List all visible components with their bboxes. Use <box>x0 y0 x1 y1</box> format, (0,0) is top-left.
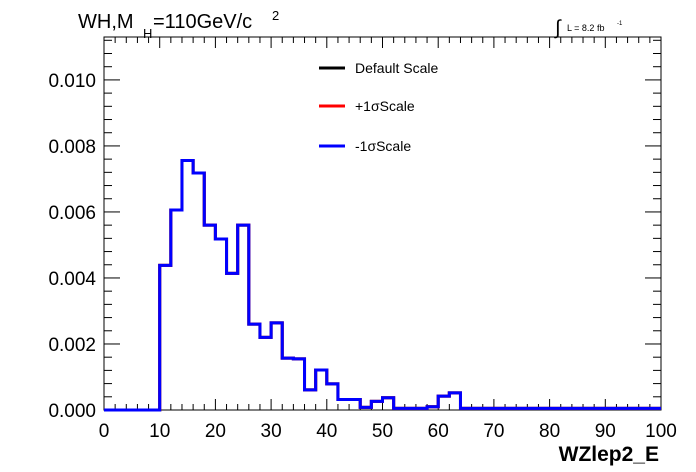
x-tick-label: 100 <box>645 421 677 442</box>
series-layer <box>104 158 661 412</box>
x-tick-label: 60 <box>428 421 449 442</box>
x-tick-label: 80 <box>539 421 560 442</box>
title-superscript: 2 <box>272 8 279 23</box>
legend-label: Default Scale <box>355 60 438 76</box>
x-axis: 0 10 20 30 40 50 60 70 80 90 100 <box>99 37 677 442</box>
x-tick-label: 0 <box>99 421 110 442</box>
y-tick-label: 0.002 <box>48 335 96 356</box>
plot-frame <box>103 36 662 411</box>
luminosity-label: ∫ L = 8.2 fb -1 <box>554 17 623 39</box>
luminosity-superscript: -1 <box>617 21 623 27</box>
y-tick-label: 0.006 <box>48 203 96 224</box>
y-tick-label: 0.000 <box>48 401 96 422</box>
x-tick-label: 20 <box>205 421 226 442</box>
x-tick-label: 10 <box>149 421 170 442</box>
x-tick-label: 40 <box>316 421 337 442</box>
series-line-3 <box>104 158 661 412</box>
x-tick-label: 70 <box>483 421 504 442</box>
integral-symbol: ∫ <box>554 17 562 39</box>
y-axis: 0.000 0.002 0.004 0.006 0.008 0.010 <box>48 39 661 422</box>
chart-title: WH,M H =110GeV/c 2 <box>78 8 279 41</box>
legend: Default Scale +1σScale -1σScale <box>319 60 438 154</box>
y-tick-label: 0.004 <box>48 269 96 290</box>
title-rest: =110GeV/c <box>153 11 252 33</box>
title-subscript: H <box>143 26 152 41</box>
x-tick-label: 50 <box>372 421 393 442</box>
luminosity-text: L = 8.2 fb <box>567 23 604 33</box>
legend-label: -1σScale <box>355 138 411 154</box>
x-axis-title: WZlep2_E <box>559 443 659 466</box>
x-tick-label: 30 <box>261 421 282 442</box>
y-tick-label: 0.010 <box>48 71 96 92</box>
x-tick-label: 90 <box>595 421 616 442</box>
y-tick-label: 0.008 <box>48 137 96 158</box>
legend-label: +1σScale <box>355 98 415 114</box>
title-main: WH,M <box>78 11 134 33</box>
